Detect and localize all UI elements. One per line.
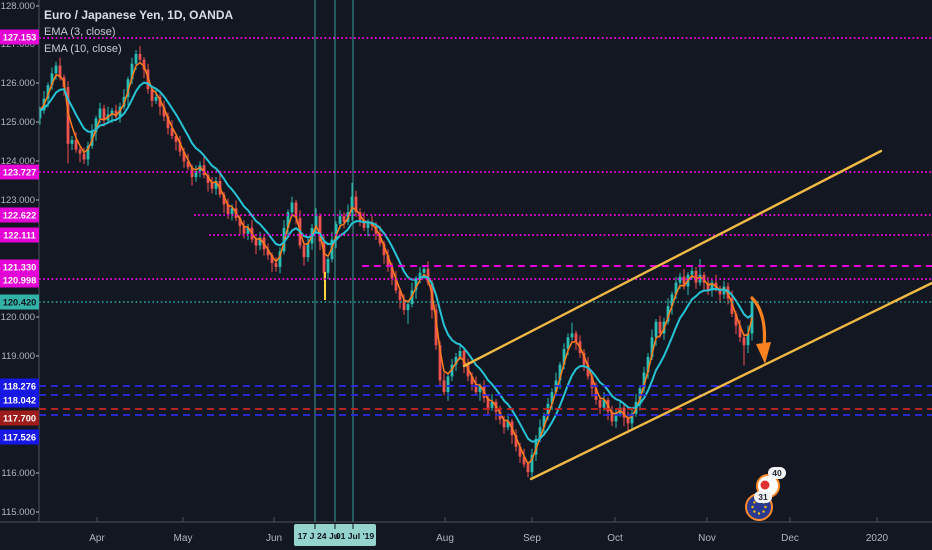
price-badge-122.111: 122.111 xyxy=(0,227,39,243)
symbol-title[interactable]: Euro / Japanese Yen, 1D, OANDA xyxy=(44,8,234,22)
svg-text:120.000: 120.000 xyxy=(1,312,35,323)
svg-text:123.727: 123.727 xyxy=(3,167,37,177)
svg-text:Dec: Dec xyxy=(781,533,799,544)
svg-text:Oct: Oct xyxy=(607,533,623,544)
ema10-line[interactable] xyxy=(39,81,753,443)
svg-text:128.000: 128.000 xyxy=(1,1,35,12)
svg-text:Jun: Jun xyxy=(266,533,282,544)
down-arrow-head xyxy=(756,342,771,364)
svg-text:118.276: 118.276 xyxy=(3,381,36,391)
svg-text:119.000: 119.000 xyxy=(1,351,35,362)
svg-text:118.042: 118.042 xyxy=(3,395,36,405)
time-axis[interactable]: Apr May Jun Aug Sep Oct Nov Dec 2020 xyxy=(89,517,889,544)
price-badge-121.330: 121.330 xyxy=(0,259,39,275)
svg-text:2020: 2020 xyxy=(866,533,889,544)
indicator-ema3-label[interactable]: EMA (3, close) xyxy=(44,26,116,38)
price-badge-118.276: 118.276 xyxy=(0,378,39,394)
idea-flag-markers[interactable]: 40 31 xyxy=(745,467,786,521)
svg-text:117.526: 117.526 xyxy=(3,432,36,442)
indicator-ema10-label[interactable]: EMA (10, close) xyxy=(44,43,122,55)
svg-text:Nov: Nov xyxy=(698,533,716,544)
svg-text:127.153: 127.153 xyxy=(3,32,37,42)
down-arrow[interactable] xyxy=(750,296,767,348)
svg-text:120.998: 120.998 xyxy=(3,275,37,285)
svg-text:125.000: 125.000 xyxy=(1,117,35,128)
price-badge-117.700: 117.700 xyxy=(0,410,39,426)
price-badge-122.622: 122.622 xyxy=(0,207,39,223)
svg-text:121.330: 121.330 xyxy=(3,262,37,272)
chart-legend: Euro / Japanese Yen, 1D, OANDA EMA (3, c… xyxy=(44,7,233,58)
candlestick-series xyxy=(38,46,754,478)
svg-text:May: May xyxy=(174,533,193,544)
price-badge-127.153: 127.153 xyxy=(0,29,39,45)
svg-text:126.000: 126.000 xyxy=(1,78,35,89)
svg-text:122.111: 122.111 xyxy=(3,230,36,240)
svg-text:120.420: 120.420 xyxy=(3,297,37,307)
channel-lower-line[interactable] xyxy=(529,281,932,481)
svg-text:122.622: 122.622 xyxy=(3,210,37,220)
svg-text:115.000: 115.000 xyxy=(1,507,35,518)
price-badge-123.727: 123.727 xyxy=(0,164,39,180)
svg-text:24 Ju: 24 Ju xyxy=(317,531,339,541)
svg-text:17 J: 17 J xyxy=(298,531,315,541)
svg-text:Sep: Sep xyxy=(523,533,541,544)
japan-count-badge: 40 xyxy=(768,467,786,479)
date-vlines[interactable] xyxy=(314,0,354,522)
eu-count-badge: 31 xyxy=(754,491,772,503)
svg-text:116.000: 116.000 xyxy=(1,468,35,479)
ema3-line[interactable] xyxy=(39,61,753,465)
svg-text:01 Jul '19: 01 Jul '19 xyxy=(336,531,375,541)
price-badge-120.420: 120.420 xyxy=(0,294,39,310)
svg-text:Aug: Aug xyxy=(436,533,454,544)
svg-text:Apr: Apr xyxy=(89,533,105,544)
svg-text:117.700: 117.700 xyxy=(3,413,36,423)
price-badge-118.042: 118.042 xyxy=(0,392,39,408)
price-badge-120.998: 120.998 xyxy=(0,272,39,288)
svg-text:124.000: 124.000 xyxy=(1,156,35,167)
price-badge-117.526: 117.526 xyxy=(0,429,39,445)
channel-upper-line[interactable] xyxy=(462,149,883,368)
svg-text:123.000: 123.000 xyxy=(1,195,35,206)
svg-text:40: 40 xyxy=(772,468,782,478)
svg-text:31: 31 xyxy=(758,492,768,502)
price-level-lines[interactable] xyxy=(39,37,932,416)
